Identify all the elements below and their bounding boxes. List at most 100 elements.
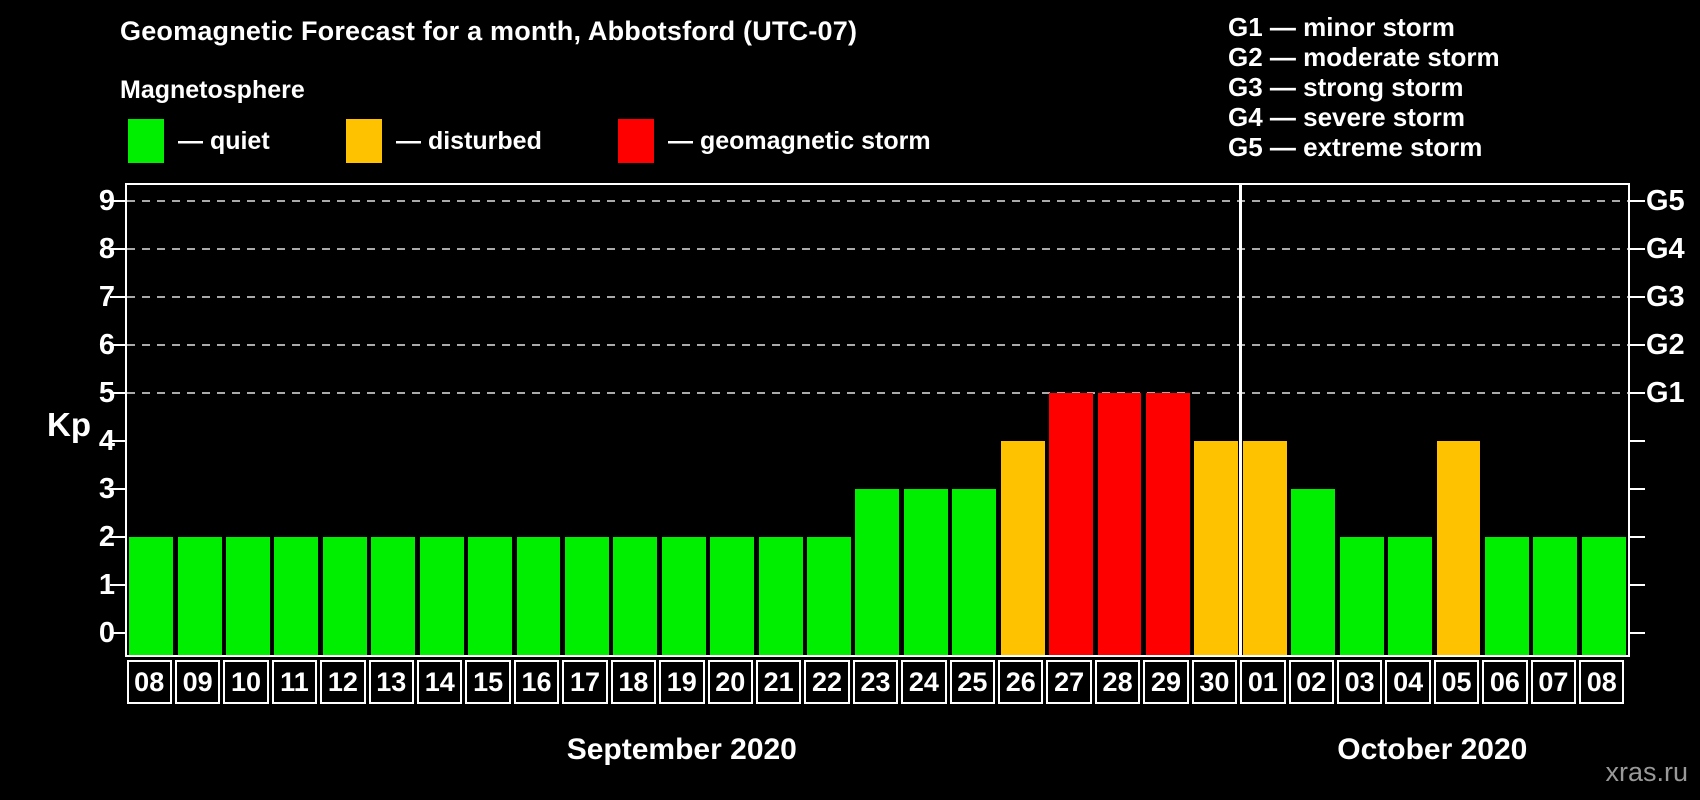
kp-bar-day-21 (758, 537, 803, 655)
legend-label-disturbed: — disturbed (396, 126, 542, 155)
right-axis-label-g3: G3 (1646, 281, 1685, 313)
day-label-sep-17: 17 (562, 660, 608, 704)
right-axis-tick-kp4 (1630, 440, 1645, 442)
y-axis-label-3: 3 (98, 473, 115, 505)
kp-bar-day-16 (516, 537, 561, 655)
kp-bar-day-29 (1146, 393, 1190, 655)
kp-bar-day-10 (226, 537, 270, 655)
magnetosphere-label: Magnetosphere (120, 76, 305, 104)
left-axis-tick-kp6 (110, 344, 125, 346)
gridline-kp7 (127, 296, 1628, 298)
kp-bar-day-04 (1388, 537, 1432, 655)
legend-label-quiet: — quiet (178, 126, 270, 155)
condition-legend: — quiet — disturbed — geomagnetic storm (0, 118, 1100, 164)
storm-color-swatch (618, 119, 654, 163)
right-axis-tick-kp3 (1630, 488, 1645, 490)
kp-bar-day-18 (613, 537, 658, 655)
storm-scale-line-g5: G5 — extreme storm (1228, 132, 1483, 162)
storm-scale-line-g2: G2 — moderate storm (1228, 42, 1500, 72)
y-axis-label-8: 8 (98, 233, 115, 265)
day-label-oct-04: 04 (1385, 660, 1431, 704)
right-axis-tick-kp5 (1630, 392, 1645, 394)
legend-item-disturbed: — disturbed (346, 118, 542, 164)
day-label-sep-23: 23 (852, 660, 899, 704)
kp-bar-day-25 (952, 489, 997, 655)
day-label-sep-28: 28 (1094, 660, 1141, 704)
right-axis-tick-kp2 (1630, 536, 1645, 538)
kp-bar-day-28 (1097, 393, 1142, 655)
kp-bar-day-17 (564, 537, 609, 655)
storm-scale-line-g1: G1 — minor storm (1228, 12, 1455, 42)
legend-label-storm: — geomagnetic storm (668, 126, 931, 155)
month-boundary-line (1239, 185, 1243, 655)
day-label-oct-01: 01 (1240, 660, 1286, 704)
right-axis-tick-kp8 (1630, 248, 1645, 250)
day-label-sep-09: 09 (174, 660, 221, 704)
day-label-sep-11: 11 (271, 660, 318, 704)
day-label-oct-03: 03 (1336, 660, 1383, 704)
right-axis-tick-kp9 (1630, 200, 1645, 202)
kp-bar-day-03 (1339, 537, 1384, 655)
day-label-sep-29: 29 (1143, 660, 1189, 704)
gridline-kp8 (127, 248, 1628, 250)
kp-bar-day-09 (177, 537, 222, 655)
day-label-sep-26: 26 (998, 660, 1044, 704)
right-axis-tick-kp0 (1630, 632, 1645, 634)
kp-bar-day-20 (710, 537, 755, 655)
kp-bar-day-06 (1484, 537, 1529, 655)
left-axis-tick-kp2 (110, 536, 125, 538)
legend-item-quiet: — quiet (128, 118, 270, 164)
storm-scale-legend: G1 — minor storm G2 — moderate storm G3 — … (1228, 12, 1500, 162)
y-axis-label-6: 6 (98, 329, 115, 361)
day-label-oct-07: 07 (1530, 660, 1577, 704)
plot-frame (110, 183, 1645, 657)
day-label-sep-30: 30 (1191, 660, 1238, 704)
legend-item-storm: — geomagnetic storm (618, 118, 931, 164)
day-label-sep-16: 16 (513, 660, 560, 704)
kp-bar-day-01 (1242, 441, 1287, 655)
disturbed-color-swatch (346, 119, 382, 163)
left-axis-tick-kp5 (110, 392, 125, 394)
storm-scale-line-g3: G3 — strong storm (1228, 72, 1464, 102)
kp-bar-day-22 (807, 537, 851, 655)
kp-bar-day-23 (855, 489, 900, 655)
day-label-sep-19: 19 (659, 660, 705, 704)
day-label-sep-15: 15 (465, 660, 511, 704)
page-title: Geomagnetic Forecast for a month, Abbots… (120, 16, 858, 46)
kp-bar-day-15 (468, 537, 513, 655)
day-label-oct-02: 02 (1288, 660, 1334, 704)
day-label-sep-27: 27 (1046, 660, 1092, 704)
y-axis-label-0: 0 (98, 617, 115, 649)
kp-bar-day-24 (903, 489, 948, 655)
kp-bar-day-08 (129, 537, 174, 655)
day-label-sep-22: 22 (804, 660, 850, 704)
day-label-oct-05: 05 (1433, 660, 1480, 704)
kp-bar-day-30 (1194, 441, 1239, 655)
day-label-sep-14: 14 (417, 660, 463, 704)
left-axis-tick-kp1 (110, 584, 125, 586)
storm-scale-line-g4: G4 — severe storm (1228, 102, 1466, 132)
gridline-kp6 (127, 344, 1628, 346)
quiet-color-swatch (128, 119, 164, 163)
kp-bar-day-14 (419, 537, 464, 655)
day-label-oct-06: 06 (1482, 660, 1528, 704)
y-axis-label-4: 4 (98, 425, 115, 457)
kp-bar-day-26 (1000, 441, 1045, 655)
left-axis-tick-kp3 (110, 488, 125, 490)
left-axis-tick-kp0 (110, 632, 125, 634)
kp-bar-day-12 (322, 537, 367, 655)
kp-bar-day-02 (1291, 489, 1336, 655)
day-label-sep-25: 25 (949, 660, 996, 704)
right-axis-tick-kp1 (1630, 584, 1645, 586)
plot-area (110, 185, 1645, 655)
day-label-sep-20: 20 (707, 660, 753, 704)
day-label-sep-24: 24 (901, 660, 947, 704)
day-label-sep-10: 10 (223, 660, 269, 704)
day-label-sep-12: 12 (320, 660, 366, 704)
day-label-oct-08: 08 (1579, 660, 1625, 704)
y-axis-label-2: 2 (98, 521, 115, 553)
day-label-sep-18: 18 (610, 660, 657, 704)
day-label-sep-21: 21 (755, 660, 802, 704)
kp-bar-day-27 (1049, 393, 1094, 655)
